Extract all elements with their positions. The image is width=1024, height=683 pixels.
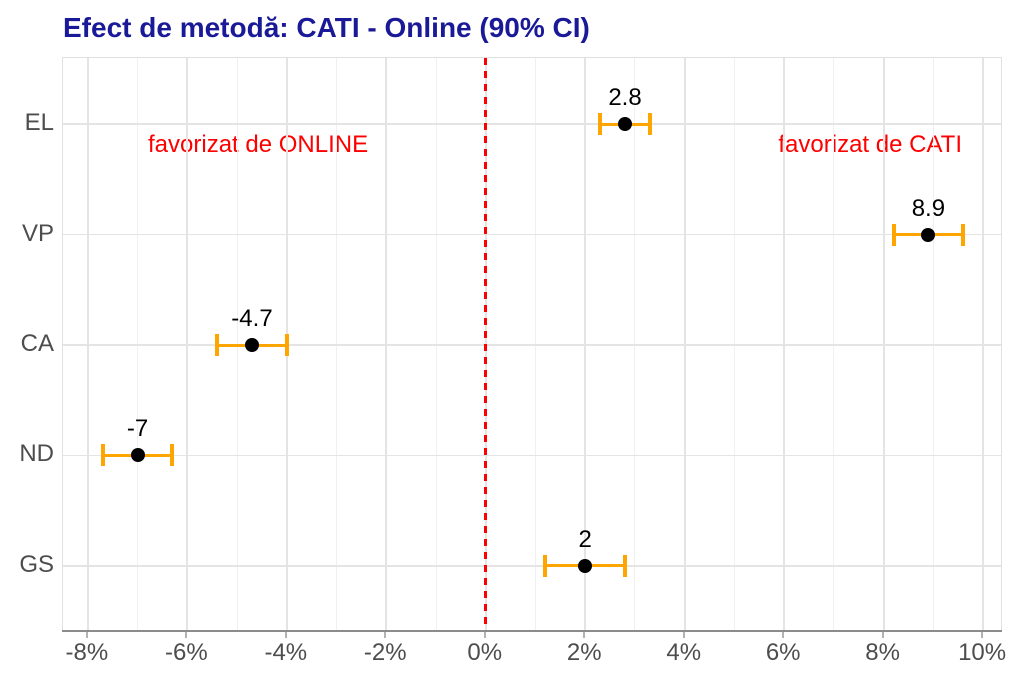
zero-reference-line [484, 58, 488, 630]
x-tick-label: -2% [363, 639, 407, 666]
x-tick-label: -4% [264, 639, 308, 666]
error-bar-cap-left [598, 113, 603, 136]
gridline-vertical-major [385, 58, 388, 630]
gridline-vertical-minor [137, 58, 139, 630]
x-tick-label: -6% [164, 639, 208, 666]
x-axis-tick [881, 632, 884, 638]
value-label: 2 [578, 525, 592, 553]
x-axis-tick [384, 632, 387, 638]
gridline-horizontal [63, 344, 1001, 346]
plot-panel: favorizat de ONLINE favorizat de CATI 2.… [62, 57, 1002, 631]
gridline-vertical-minor [336, 58, 338, 630]
error-bar-cap-right [623, 554, 627, 577]
error-bar-cap-left [891, 223, 896, 246]
x-tick-label: 0% [467, 639, 503, 666]
gridline-vertical-minor [733, 58, 735, 630]
value-label: -4.7 [231, 305, 273, 332]
y-category-label: ND [19, 440, 54, 468]
value-label: -7 [126, 415, 149, 443]
error-bar-cap-right [961, 223, 966, 246]
gridline-vertical-minor [833, 58, 835, 630]
error-bar-cap-left [543, 554, 548, 577]
gridline-horizontal [63, 123, 1001, 125]
x-tick-label: 2% [566, 639, 602, 666]
data-point [921, 227, 936, 242]
gridline-vertical-major [186, 58, 189, 630]
x-axis-tick [682, 632, 685, 638]
x-tick-label: -8% [65, 639, 109, 666]
annotation-favors-cati: favorizat de CATI [778, 131, 962, 158]
y-category-label: GS [19, 550, 54, 578]
gridline-vertical-major [86, 58, 89, 630]
gridline-vertical-major [982, 58, 985, 630]
x-axis-tick [583, 632, 586, 638]
gridline-horizontal [63, 565, 1001, 567]
chart-title: Efect de metodă: CATI - Online (90% CI) [63, 12, 590, 43]
x-axis-tick [185, 632, 188, 638]
x-tick-label: 6% [765, 639, 801, 666]
error-bar-cap-left [100, 444, 105, 467]
error-bar-cap-right [170, 444, 175, 467]
y-category-label: EL [24, 109, 54, 137]
data-point [244, 338, 259, 352]
gridline-vertical-major [584, 58, 587, 630]
gridline-vertical-minor [634, 58, 636, 630]
x-axis-tick [85, 632, 88, 638]
gridline-horizontal [63, 233, 1001, 236]
x-axis-tick [981, 632, 984, 638]
annotation-favors-online: favorizat de ONLINE [148, 131, 369, 158]
gridline-vertical-major [683, 58, 686, 630]
y-category-label: CA [20, 330, 54, 357]
y-category-label: VP [21, 219, 54, 247]
gridline-horizontal [63, 454, 1001, 457]
x-axis-tick [483, 632, 486, 638]
x-axis-tick [782, 632, 785, 638]
gridline-vertical-minor [534, 58, 536, 630]
error-bar-cap-right [647, 113, 652, 136]
value-label: 8.9 [911, 194, 946, 222]
error-bar-cap-right [284, 334, 289, 356]
gridline-vertical-major [783, 58, 786, 630]
x-axis-line [62, 630, 1002, 632]
x-tick-label: 10% [958, 639, 1007, 666]
x-tick-label: 8% [865, 639, 900, 666]
error-bar-cap-left [215, 334, 220, 356]
x-tick-label: 4% [666, 639, 702, 666]
value-label: 2.8 [608, 84, 642, 112]
data-point [618, 117, 632, 132]
gridline-vertical-minor [932, 58, 934, 630]
gridline-vertical-major [882, 58, 885, 630]
data-point [130, 448, 145, 463]
x-axis-tick [284, 632, 287, 638]
gridline-vertical-minor [435, 58, 437, 630]
data-point [578, 558, 593, 573]
